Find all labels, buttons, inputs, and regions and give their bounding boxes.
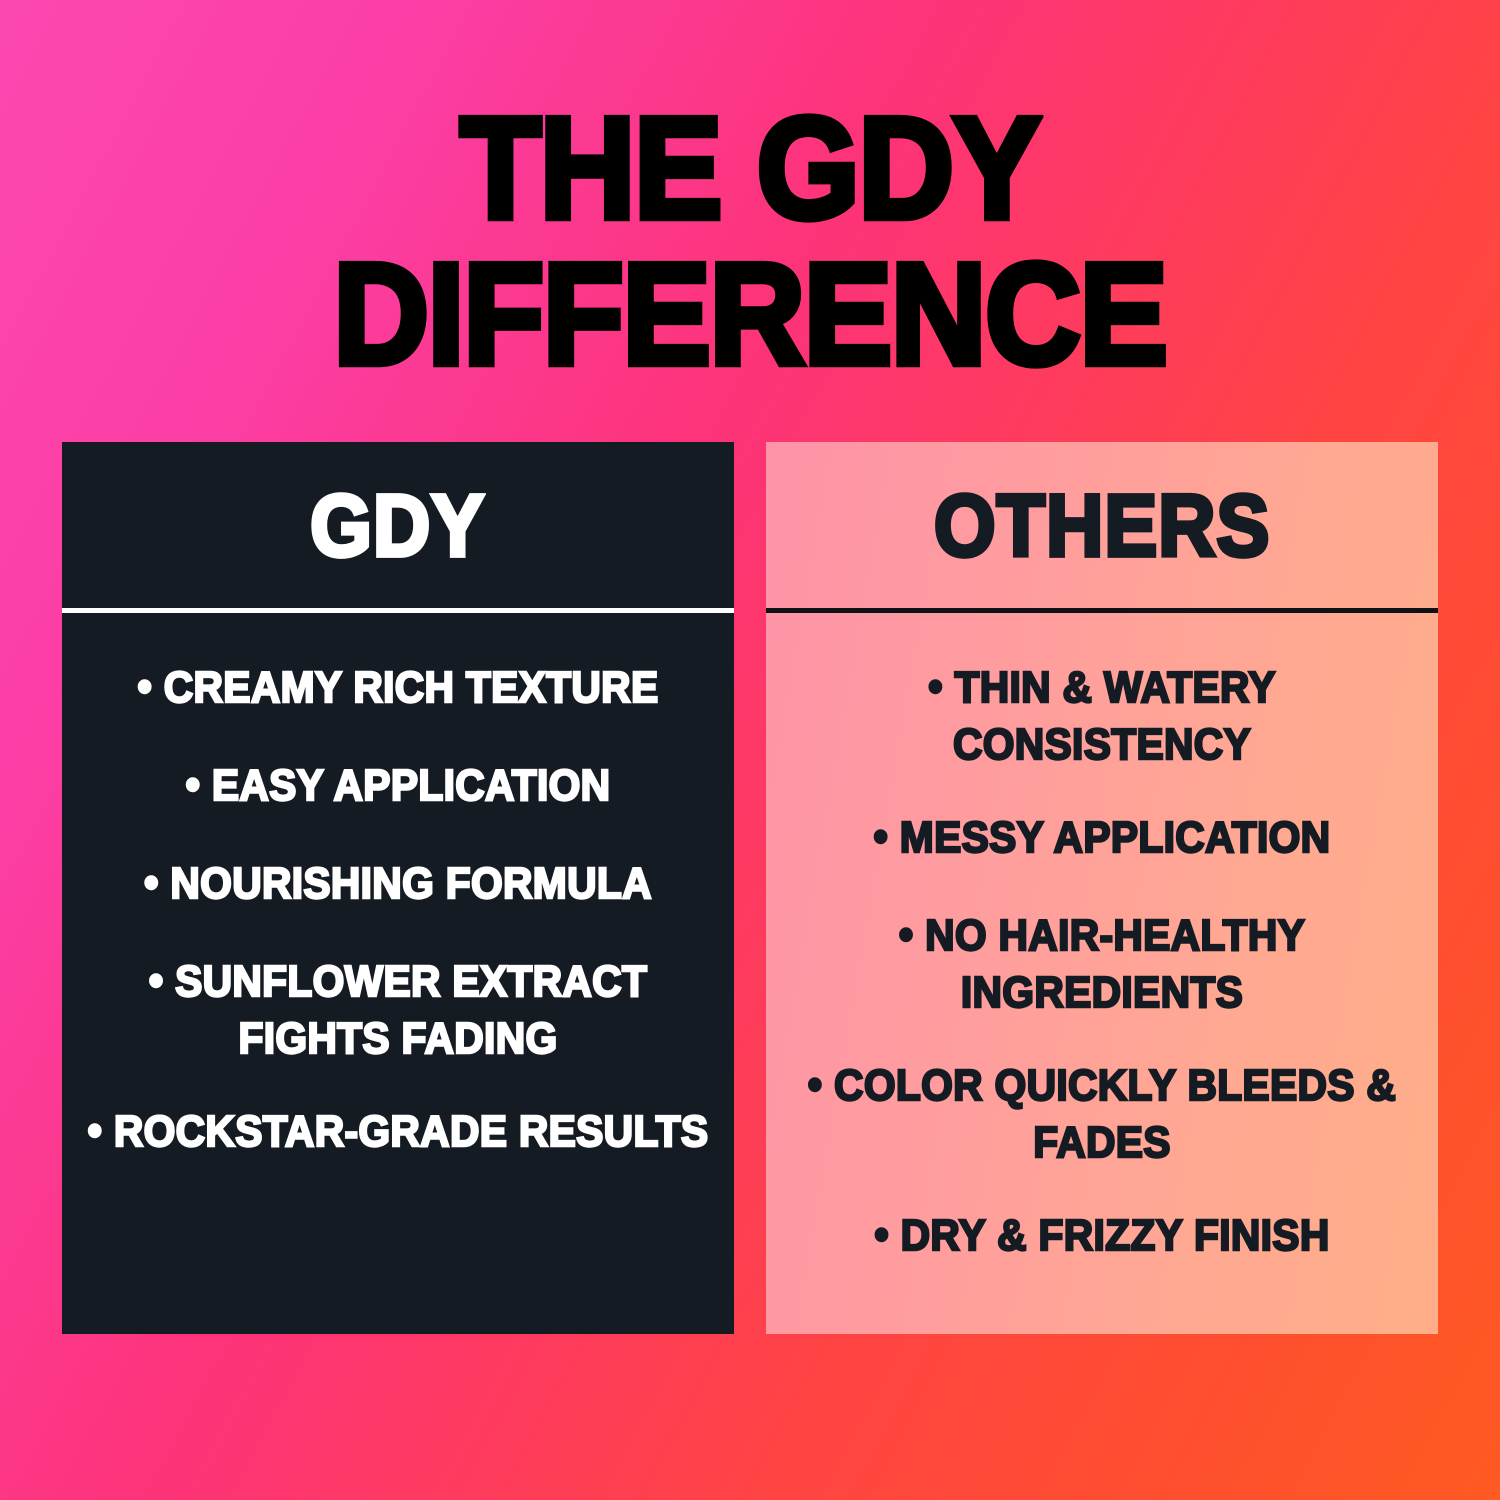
page-title: THE GDY DIFFERENCE (0, 90, 1500, 394)
list-item-label: NO HAIR-HEALTHY INGREDIENTS (924, 910, 1306, 1018)
bullet-dot-icon: • (184, 760, 201, 809)
column-gdy-heading: GDY (308, 474, 486, 577)
column-others: OTHERS • THIN & WATERY CONSISTENCY • MES… (766, 442, 1438, 1334)
column-others-heading: OTHERS (932, 474, 1272, 577)
list-item: • EASY APPLICATION (78, 757, 719, 814)
bullet-dot-icon: • (873, 1210, 890, 1259)
list-item-label: SUNFLOWER EXTRACT FIGHTS FADING (174, 956, 648, 1064)
list-item: • NO HAIR-HEALTHY INGREDIENTS (782, 907, 1423, 1021)
column-others-header: OTHERS (766, 442, 1438, 608)
column-gdy-bullet-list: • CREAMY RICH TEXTURE • EASY APPLICATION… (62, 613, 734, 1334)
bullet-dot-icon: • (898, 910, 915, 959)
bullet-dot-icon: • (136, 662, 153, 711)
column-others-bullet-list: • THIN & WATERY CONSISTENCY • MESSY APPL… (766, 613, 1438, 1334)
list-item: • DRY & FRIZZY FINISH (782, 1207, 1423, 1264)
list-item-label: NOURISHING FORMULA (169, 858, 652, 909)
title-line-2: DIFFERENCE (330, 234, 1171, 396)
list-item: • NOURISHING FORMULA (78, 855, 719, 912)
column-gdy-divider (62, 608, 734, 613)
column-others-divider (766, 608, 1438, 613)
column-gdy-header: GDY (62, 442, 734, 608)
list-item: • COLOR QUICKLY BLEEDS & FADES (782, 1057, 1423, 1171)
list-item: • THIN & WATERY CONSISTENCY (782, 659, 1423, 773)
list-item-label: DRY & FRIZZY FINISH (900, 1210, 1331, 1261)
list-item-label: ROCKSTAR-GRADE RESULTS (113, 1106, 709, 1157)
list-item-label: MESSY APPLICATION (899, 812, 1332, 863)
column-gdy: GDY • CREAMY RICH TEXTURE • EASY APPLICA… (62, 442, 734, 1334)
list-item-label: EASY APPLICATION (211, 760, 612, 811)
list-item-label: THIN & WATERY CONSISTENCY (952, 662, 1277, 770)
list-item: • ROCKSTAR-GRADE RESULTS (78, 1103, 719, 1160)
list-item: • CREAMY RICH TEXTURE (78, 659, 719, 716)
comparison-columns: GDY • CREAMY RICH TEXTURE • EASY APPLICA… (62, 442, 1438, 1334)
bullet-dot-icon: • (143, 858, 160, 907)
list-item: • MESSY APPLICATION (782, 809, 1423, 866)
bullet-dot-icon: • (807, 1060, 824, 1109)
list-item: • SUNFLOWER EXTRACT FIGHTS FADING (78, 953, 719, 1067)
bullet-dot-icon: • (86, 1106, 103, 1155)
bullet-dot-icon: • (927, 662, 944, 711)
title-line-1: THE GDY (457, 88, 1044, 250)
list-item-label: CREAMY RICH TEXTURE (163, 662, 660, 713)
bullet-dot-icon: • (872, 812, 889, 861)
bullet-dot-icon: • (148, 956, 165, 1005)
list-item-label: COLOR QUICKLY BLEEDS & FADES (833, 1060, 1397, 1168)
